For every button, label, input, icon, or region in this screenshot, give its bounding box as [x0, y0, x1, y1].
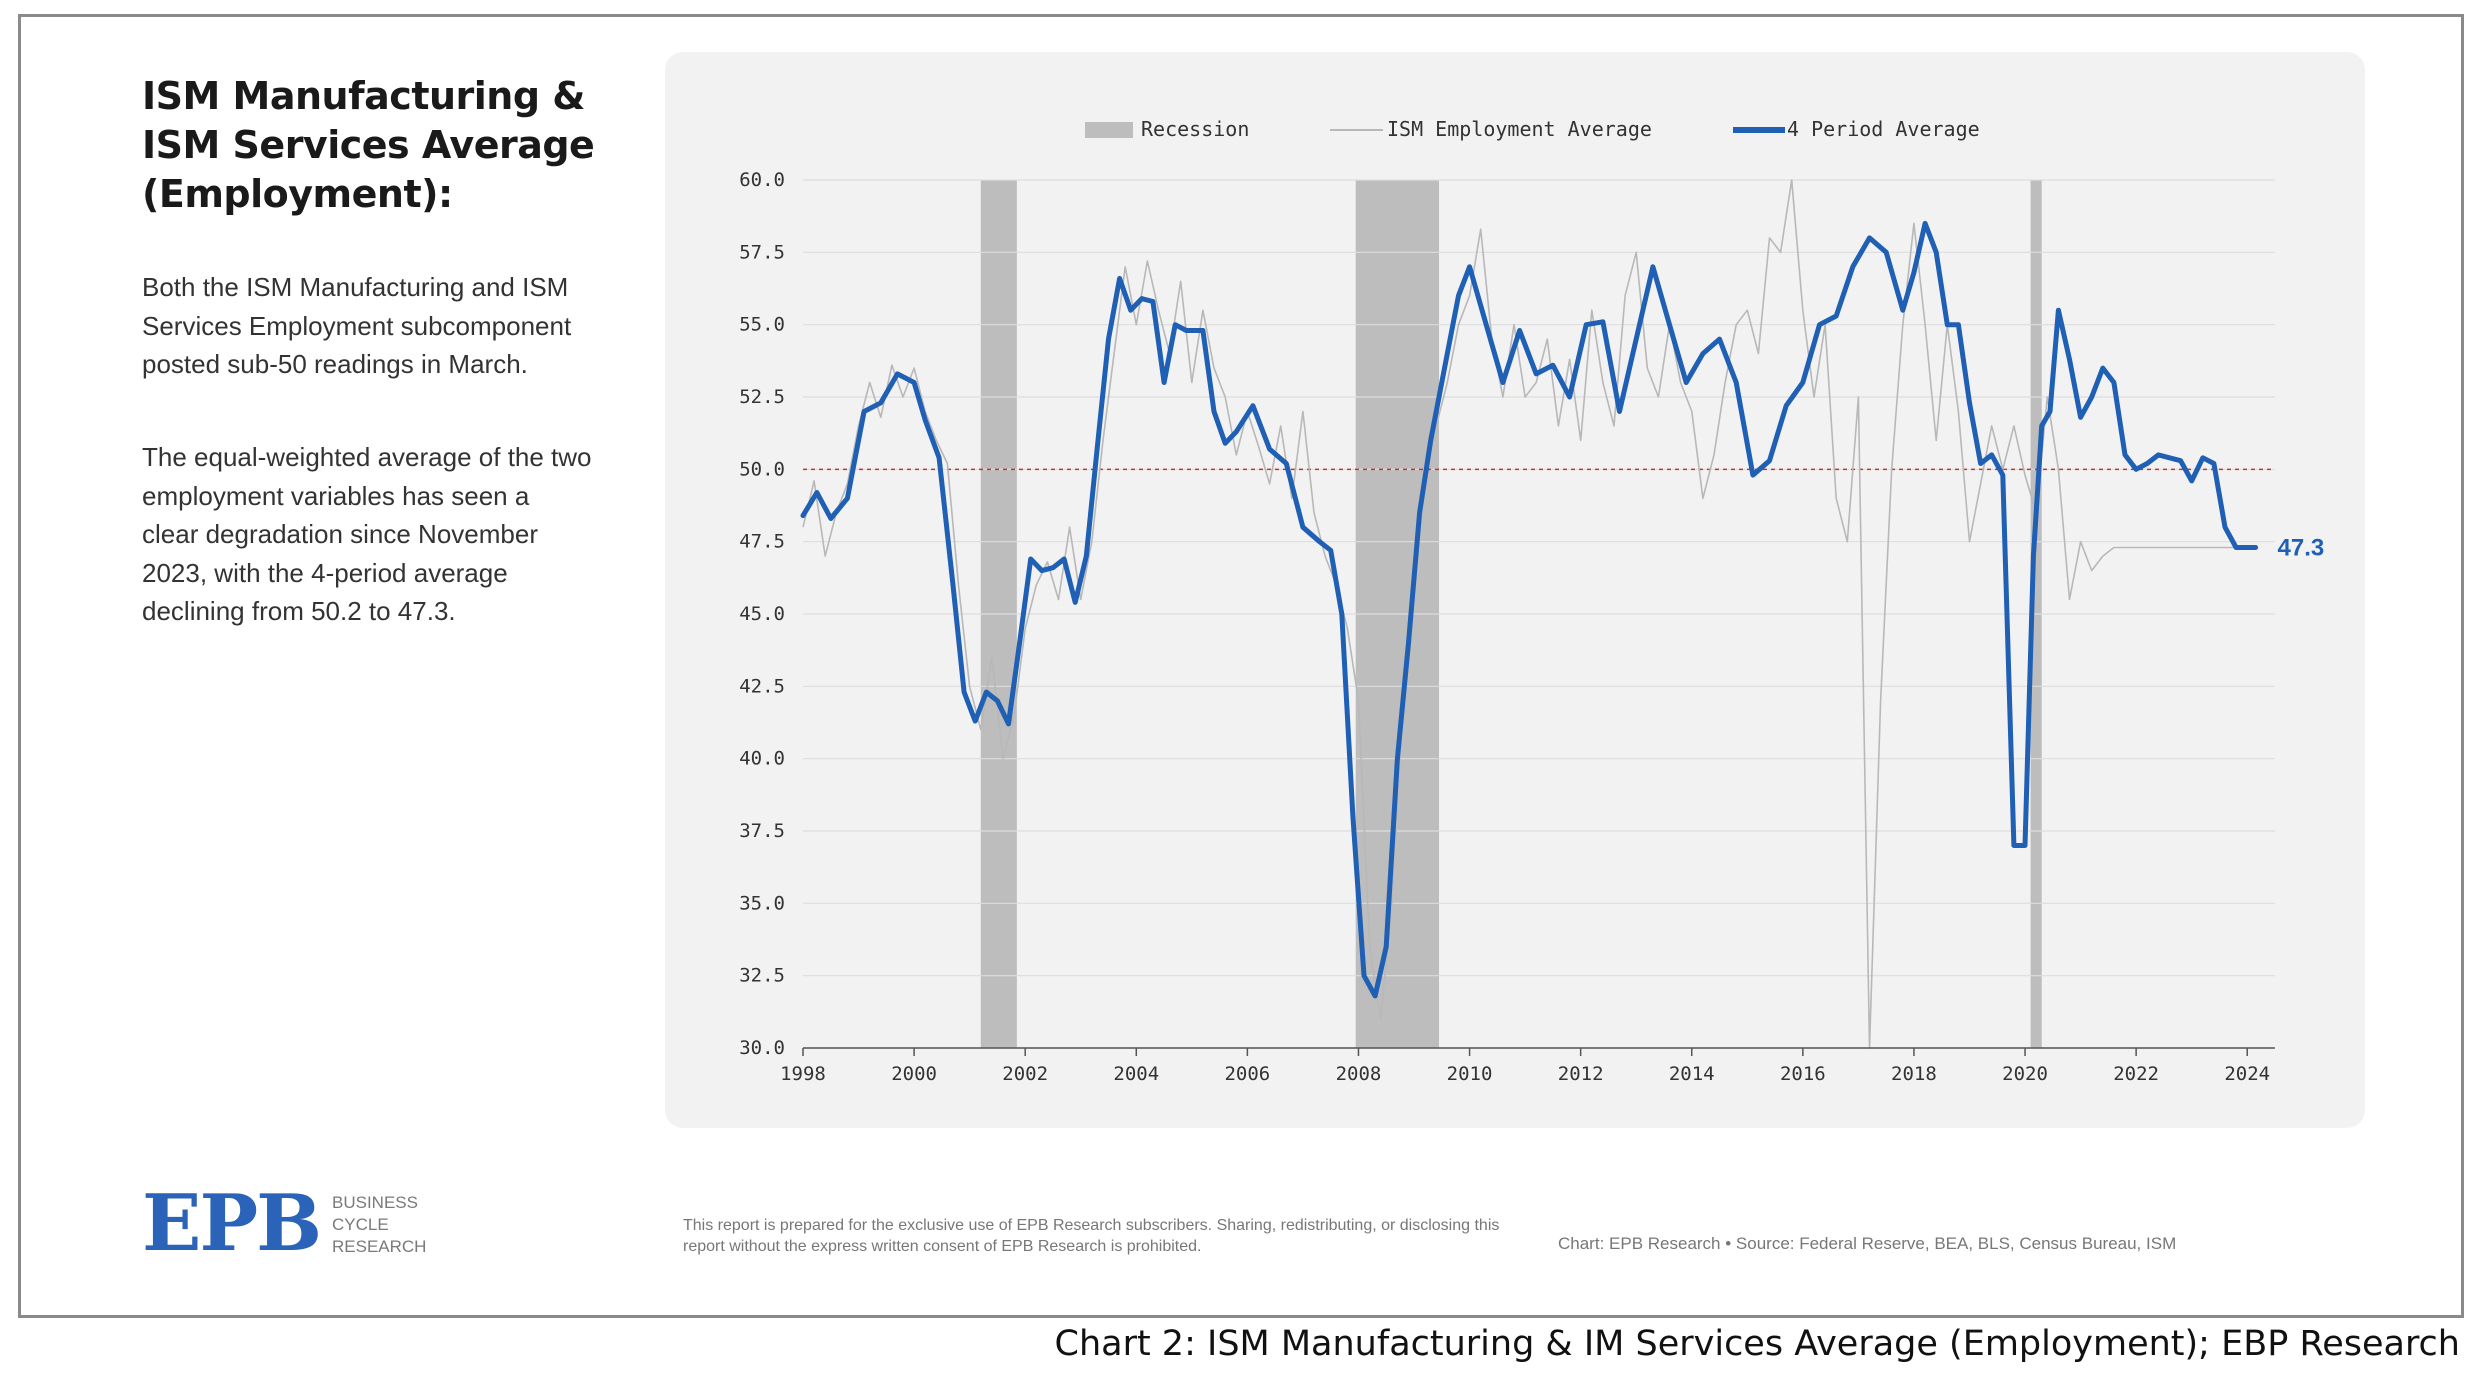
logo-line-1: Business: [332, 1193, 418, 1212]
epb-logo-mark: EPB: [142, 1178, 322, 1269]
x-tick-label-1: 2000: [891, 1063, 937, 1085]
legend-recession-label: Recession: [1141, 117, 1249, 141]
y-tick-label-1: 32.5: [739, 965, 785, 987]
y-tick-label-10: 55.0: [739, 314, 785, 336]
y-tick-label-5: 42.5: [739, 675, 785, 697]
end-value-label: 47.3: [2278, 534, 2325, 561]
x-tick-label-3: 2004: [1113, 1063, 1159, 1085]
legend-average-label: 4 Period Average: [1787, 117, 1980, 141]
ism-employment-average-line: [802, 179, 2256, 1049]
y-tick-label-0: 30.0: [739, 1037, 785, 1059]
x-tick-label-2: 2002: [1002, 1063, 1048, 1085]
x-tick-label-11: 2020: [2002, 1063, 2048, 1085]
legend-recession-swatch: [1085, 122, 1133, 138]
x-tick-label-4: 2006: [1224, 1063, 1270, 1085]
x-tick-label-5: 2008: [1336, 1063, 1382, 1085]
logo-line-2: Cycle: [332, 1215, 389, 1234]
summary-paragraph-1: Both the ISM Manufacturing and ISM Servi…: [142, 272, 572, 379]
x-tick-label-6: 2010: [1447, 1063, 1493, 1085]
four-period-average-line: [800, 220, 2259, 999]
y-tick-label-8: 50.0: [739, 458, 785, 480]
x-tick-label-0: 1998: [780, 1063, 826, 1085]
epb-logo: EPB Business Cycle Research: [142, 1180, 482, 1270]
report-heading: ISM Manufacturing & ISM Services Average…: [142, 74, 595, 216]
y-tick-label-11: 57.5: [739, 241, 785, 263]
figure-caption: Chart 2: ISM Manufacturing & IM Services…: [1054, 1324, 2461, 1364]
legend-employment-label: ISM Employment Average: [1387, 117, 1652, 141]
x-tick-label-7: 2012: [1558, 1063, 1604, 1085]
employment-chart: 30.0 32.5 35.0 37.5 40.0 42.5 45.0 47.5 50.0 52.5…: [739, 117, 2325, 1085]
x-tick-label-13: 2024: [2224, 1063, 2270, 1085]
y-tick-label-2: 35.0: [739, 892, 785, 914]
y-tick-label-3: 37.5: [739, 820, 785, 842]
disclaimer-text: This report is prepared for the exclusiv…: [683, 1217, 1500, 1255]
x-tick-label-8: 2014: [1669, 1063, 1715, 1085]
x-tick-label-9: 2016: [1780, 1063, 1826, 1085]
y-tick-label-4: 40.0: [739, 748, 785, 770]
chart-panel: [665, 52, 2365, 1128]
summary-paragraph-2: The equal-weighted average of the two em…: [142, 442, 592, 626]
y-tick-label-6: 45.0: [739, 603, 785, 625]
y-tick-label-9: 52.5: [739, 386, 785, 408]
epb-logo-subtitle: Business Cycle Research: [332, 1192, 426, 1258]
source-credits: Chart: EPB Research • Source: Federal Re…: [1558, 1234, 2177, 1253]
x-tick-label-10: 2018: [1891, 1063, 1937, 1085]
x-tick-label-12: 2022: [2113, 1063, 2159, 1085]
y-tick-label-12: 60.0: [739, 169, 785, 191]
y-tick-label-7: 47.5: [739, 531, 785, 553]
logo-line-3: Research: [332, 1237, 427, 1256]
